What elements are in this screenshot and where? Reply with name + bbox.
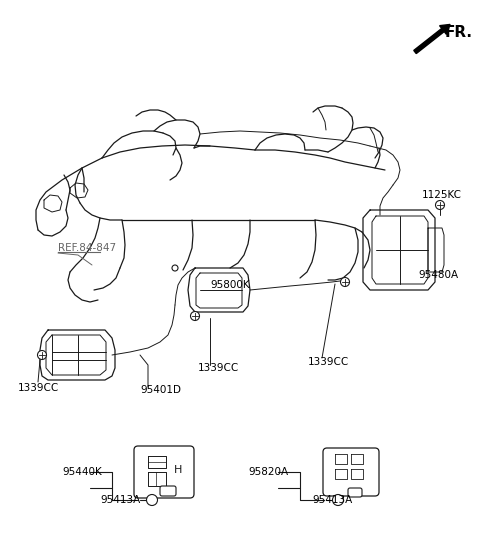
Circle shape xyxy=(333,494,344,505)
Text: 95480A: 95480A xyxy=(418,270,458,280)
Text: 95820A: 95820A xyxy=(248,467,288,477)
Circle shape xyxy=(435,201,444,209)
Text: 1339CC: 1339CC xyxy=(18,383,59,393)
Text: 1339CC: 1339CC xyxy=(198,363,239,373)
Circle shape xyxy=(37,351,47,359)
Text: 1125KC: 1125KC xyxy=(422,190,462,200)
Circle shape xyxy=(191,311,200,321)
Circle shape xyxy=(340,277,349,287)
Text: 95800K: 95800K xyxy=(210,280,250,290)
Text: 95413A: 95413A xyxy=(100,495,140,505)
Text: H: H xyxy=(174,465,182,475)
Text: 95401D: 95401D xyxy=(140,385,181,395)
Text: FR.: FR. xyxy=(445,25,473,40)
Text: 1339CC: 1339CC xyxy=(308,357,349,367)
Text: REF.84-847: REF.84-847 xyxy=(58,243,116,253)
Circle shape xyxy=(146,494,157,505)
FancyBboxPatch shape xyxy=(348,488,362,497)
FancyBboxPatch shape xyxy=(134,446,194,498)
FancyBboxPatch shape xyxy=(160,486,176,496)
FancyBboxPatch shape xyxy=(323,448,379,496)
Text: 95413A: 95413A xyxy=(312,495,352,505)
FancyArrow shape xyxy=(414,25,450,54)
Text: 95440K: 95440K xyxy=(62,467,102,477)
Circle shape xyxy=(172,265,178,271)
